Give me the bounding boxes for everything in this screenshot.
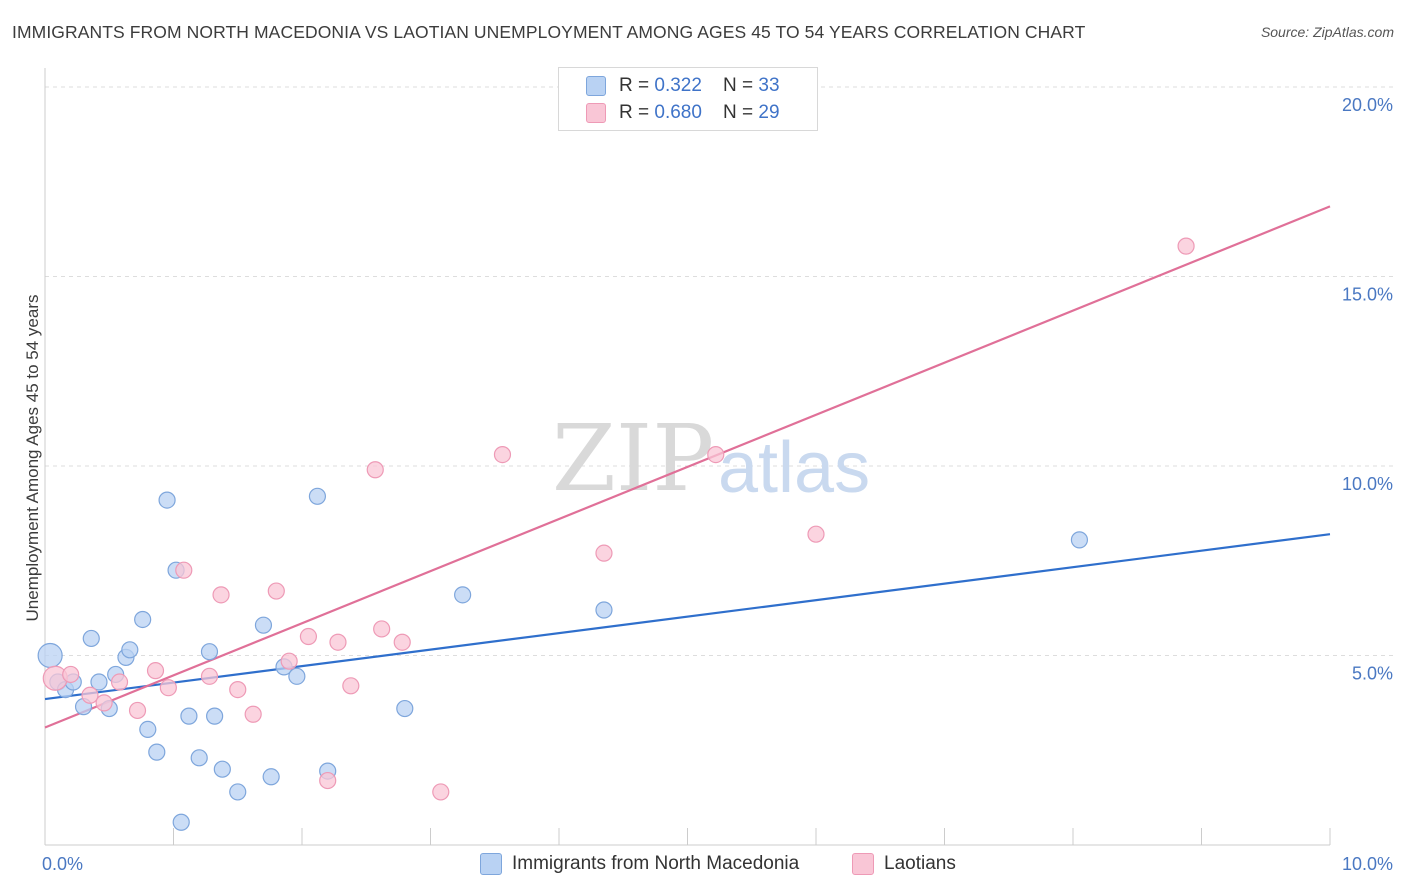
laotian-point: [267, 582, 285, 600]
macedonia-point: [1070, 531, 1089, 549]
trend-lines: [44, 205, 1331, 729]
laotian-point: [373, 620, 391, 638]
macedonia-point: [288, 667, 306, 685]
laotian-point: [110, 673, 129, 691]
macedonia-point: [148, 743, 166, 761]
legend-swatch-pink: [586, 103, 606, 123]
series-legend-swatch-pink: [852, 853, 874, 875]
macedonia-point: [82, 629, 100, 648]
macedonia-point: [206, 707, 224, 725]
legend-n-label: N =: [723, 102, 759, 123]
macedonia-point: [180, 707, 198, 725]
macedonia-point: [158, 491, 176, 509]
legend-r-label: R =: [619, 102, 655, 123]
macedonia-point: [396, 699, 414, 718]
laotian-point: [1177, 237, 1195, 255]
laotian-point: [393, 633, 411, 651]
series-legend-swatch-blue: [480, 853, 502, 875]
macedonia-point: [595, 601, 613, 619]
macedonia-point: [190, 749, 208, 767]
macedonia-point: [90, 673, 108, 691]
laotian-point: [212, 586, 230, 604]
laotian-point: [432, 783, 450, 801]
series-legend-label: Immigrants from North Macedonia: [512, 853, 800, 874]
chart-title: IMMIGRANTS FROM NORTH MACEDONIA VS LAOTI…: [12, 22, 1086, 42]
laotian-point: [146, 662, 165, 680]
axes: [44, 68, 1331, 846]
legend-r-value: 0.322: [654, 75, 702, 96]
legend-n-label: N =: [723, 75, 759, 96]
x-tick-label: 10.0%: [1342, 854, 1393, 874]
series-legend-label: Laotians: [884, 853, 956, 874]
laotian-point: [175, 561, 193, 579]
laotian-point: [366, 461, 384, 479]
laotian-point: [200, 667, 219, 685]
y-tick-label: 5.0%: [1352, 663, 1393, 683]
laotian-point: [159, 679, 177, 697]
macedonia-point: [213, 760, 231, 778]
scatter-points: [37, 78, 1195, 831]
y-tick-label: 20.0%: [1342, 95, 1393, 115]
legend-n-value: 33: [758, 75, 780, 96]
laotian-point: [229, 680, 247, 699]
legend-r-value: 0.680: [654, 102, 702, 123]
macedonia-trend-line: [44, 533, 1331, 701]
laotian-point: [807, 525, 825, 543]
laotian-point: [244, 705, 262, 723]
watermark-zip-text: ZIP: [552, 405, 714, 512]
series-legend-laotians: Laotians: [852, 852, 956, 876]
macedonia-point: [134, 610, 152, 629]
macedonia-point: [308, 487, 327, 505]
chart-source: Source: ZipAtlas.com: [1260, 24, 1394, 40]
y-axis-label: Unemployment Among Ages 45 to 54 years: [23, 295, 42, 622]
laotian-point: [128, 701, 147, 720]
laotian-point: [81, 686, 99, 704]
laotian-point: [299, 627, 318, 646]
macedonia-point: [139, 720, 157, 738]
laotian-point: [707, 446, 725, 464]
laotian-point: [280, 652, 298, 670]
laotian-point: [62, 665, 80, 684]
legend-swatch-blue: [586, 76, 606, 96]
correlation-legend: R = 0.322 N = 33 R = 0.680 N = 29: [558, 67, 818, 131]
macedonia-point: [121, 641, 139, 659]
macedonia-point: [254, 616, 273, 634]
macedonia-point: [172, 813, 190, 831]
y-tick-label: 10.0%: [1342, 474, 1393, 494]
laotian-point: [595, 544, 613, 562]
series-legend-macedonia: Immigrants from North Macedonia: [480, 852, 799, 876]
laotian-point: [329, 633, 347, 651]
laotian-point: [319, 771, 337, 790]
macedonia-point: [262, 768, 280, 786]
laotian-point: [342, 677, 360, 695]
macedonia-point: [454, 586, 472, 604]
laotian-point: [493, 446, 512, 464]
watermark: ZIP atlas: [552, 405, 870, 512]
legend-n-value: 29: [758, 102, 780, 123]
watermark-atlas-text: atlas: [718, 428, 870, 508]
laotian-point: [95, 694, 113, 712]
x-tick-label: 0.0%: [42, 854, 83, 874]
laotian-trend-line: [44, 205, 1331, 729]
grid-lines: [45, 86, 1395, 656]
y-tick-label: 15.0%: [1342, 284, 1393, 304]
macedonia-point: [200, 643, 219, 661]
tick-labels: 5.0% 10.0% 15.0% 20.0% 0.0% 10.0%: [42, 95, 1393, 874]
macedonia-point: [37, 642, 63, 669]
legend-r-label: R =: [619, 75, 655, 96]
macedonia-point: [229, 783, 247, 801]
